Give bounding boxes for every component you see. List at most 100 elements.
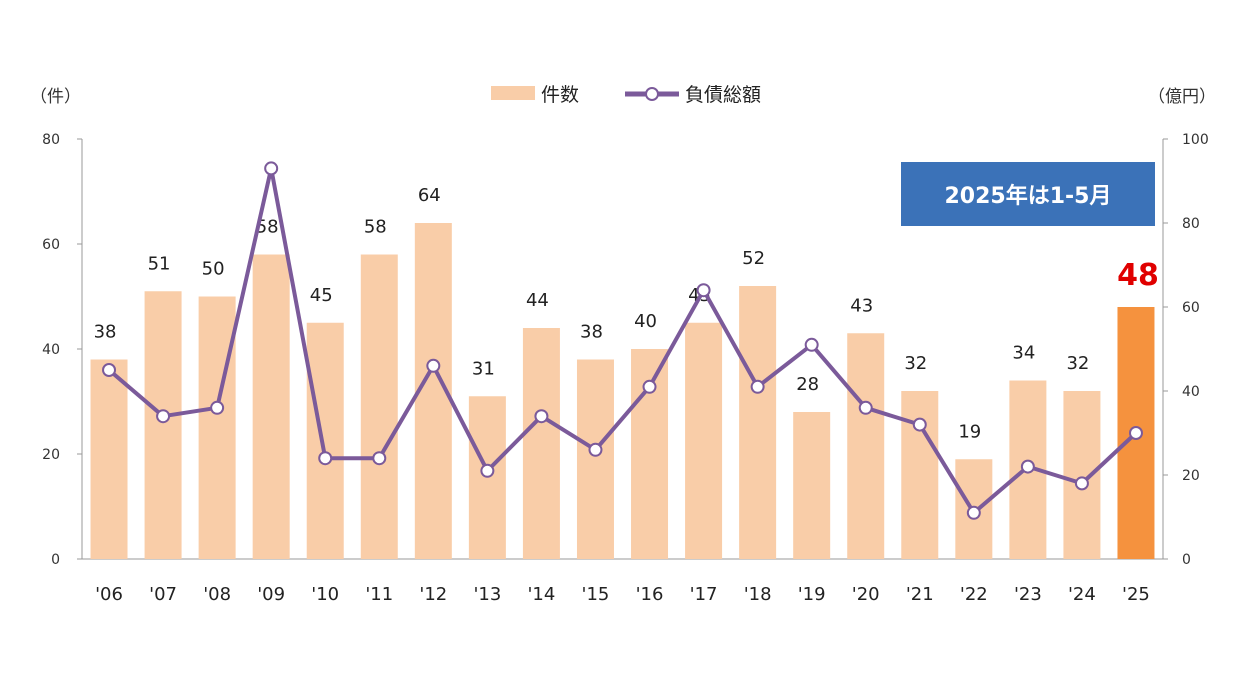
x-tick-label: '22 [960, 584, 988, 605]
bar-17 [685, 322, 723, 559]
x-tick-label: '13 [473, 584, 501, 605]
debt-point [372, 451, 387, 466]
debt-point [1128, 426, 1143, 440]
bar-value-label: 43 [850, 295, 873, 316]
bar-value-label: 52 [742, 248, 765, 269]
x-tick-label: '07 [149, 584, 177, 605]
debt-point [642, 379, 657, 394]
x-tick-label: '11 [365, 584, 393, 605]
legend-label-count: 件数 [541, 84, 579, 106]
debt-point [426, 358, 441, 373]
y-left-tick-label: 60 [42, 237, 60, 253]
bar-14 [522, 328, 560, 559]
bar-19 [793, 412, 831, 559]
x-tick-label: '16 [636, 584, 664, 605]
x-tick-label: '09 [257, 584, 285, 605]
debt-point [318, 451, 333, 466]
debt-point [102, 363, 117, 377]
y-right-tick-label: 100 [1182, 132, 1209, 148]
y-right-tick-label: 0 [1182, 552, 1191, 568]
y-left-tick-label: 80 [42, 132, 60, 148]
bar-value-label: 45 [310, 285, 333, 306]
debt-point [750, 379, 765, 394]
x-tick-label: '24 [1068, 584, 1096, 605]
debt-point [912, 417, 927, 432]
y-right-tick-label: 60 [1182, 300, 1200, 316]
bar-24 [1063, 391, 1101, 559]
bar-value-label: 58 [364, 217, 387, 238]
legend-swatch-bar [491, 86, 535, 100]
debt-line [102, 161, 1143, 520]
debt-point [1020, 459, 1035, 474]
bar-11 [360, 254, 398, 559]
y-left-tick-label: 20 [42, 447, 60, 463]
debt-point [264, 161, 279, 176]
bar-20 [847, 333, 885, 559]
bar-09 [252, 254, 290, 559]
bar-value-label: 40 [634, 311, 657, 332]
debt-point [1074, 476, 1089, 491]
bar-15 [576, 359, 614, 559]
debt-point [210, 400, 225, 415]
debt-point [480, 463, 495, 478]
x-tick-label: '12 [419, 584, 447, 605]
bar-value-label: 32 [1066, 353, 1089, 374]
x-tick-label: '08 [203, 584, 231, 605]
debt-point [804, 337, 819, 352]
debt-point [534, 409, 549, 424]
x-tick-label: '18 [744, 584, 772, 605]
x-tick-label: '23 [1014, 584, 1042, 605]
x-tick-label: '06 [95, 584, 123, 605]
bar-value-label: 51 [148, 253, 171, 274]
bar-value-label: 38 [94, 322, 117, 343]
y-left-unit: （件） [30, 87, 81, 107]
bar-value-label: 48 [1117, 258, 1159, 293]
bar-10 [306, 322, 344, 559]
x-tick-label: '20 [852, 584, 880, 605]
x-tick-label: '15 [582, 584, 610, 605]
bar-08 [198, 296, 236, 559]
bar-07 [144, 291, 182, 559]
legend: 件数 負債総額 [491, 84, 761, 106]
period-note: 2025年は1-5月 [901, 162, 1155, 226]
bar-value-label: 28 [796, 374, 819, 395]
legend-marker [645, 87, 659, 101]
bar-value-label: 50 [202, 259, 225, 280]
bar-value-label: 32 [904, 353, 927, 374]
debt-point [156, 409, 171, 424]
bar-06 [90, 359, 128, 559]
x-tick-label: '25 [1122, 584, 1150, 605]
bar-value-label: 64 [418, 185, 441, 206]
x-tick-label: '17 [690, 584, 718, 605]
debt-point [588, 442, 603, 457]
y-right-tick-label: 40 [1182, 384, 1200, 400]
x-tick-label: '19 [798, 584, 826, 605]
y-right-ticks: 0 20 40 60 80 100 [1163, 132, 1209, 568]
x-ticks: '06 '07 '08 '09 '10 '11 '12 '13 '14 '15 '16 '17 '18 '… [95, 584, 1150, 605]
legend-label-debt: 負債総額 [685, 84, 761, 106]
bar-18 [739, 286, 777, 559]
bar-value-label: 58 [256, 217, 279, 238]
y-right-unit: （億円） [1148, 87, 1216, 107]
debt-point [966, 505, 981, 520]
debt-point [696, 283, 711, 298]
debt-point [858, 400, 873, 415]
y-left-tick-label: 40 [42, 342, 60, 358]
bar-value-label: 31 [472, 358, 495, 379]
y-left-tick-label: 0 [51, 552, 60, 568]
x-tick-label: '21 [906, 584, 934, 605]
y-left-ticks: 0 20 40 60 80 [42, 132, 82, 568]
bar-value-label: 38 [580, 322, 603, 343]
x-tick-label: '14 [527, 584, 555, 605]
x-tick-label: '10 [311, 584, 339, 605]
period-note-box [901, 162, 1155, 226]
bar-labels: 3851505845586431443840455228433219343248 [94, 185, 1159, 442]
bars [90, 223, 1155, 559]
y-right-tick-label: 80 [1182, 216, 1200, 232]
bar-21 [901, 391, 939, 559]
bar-value-label: 34 [1012, 343, 1035, 364]
bar-value-label: 19 [958, 421, 981, 442]
period-note-text: 2025年は1-5月 [945, 183, 1112, 209]
bar-value-label: 44 [526, 290, 549, 311]
